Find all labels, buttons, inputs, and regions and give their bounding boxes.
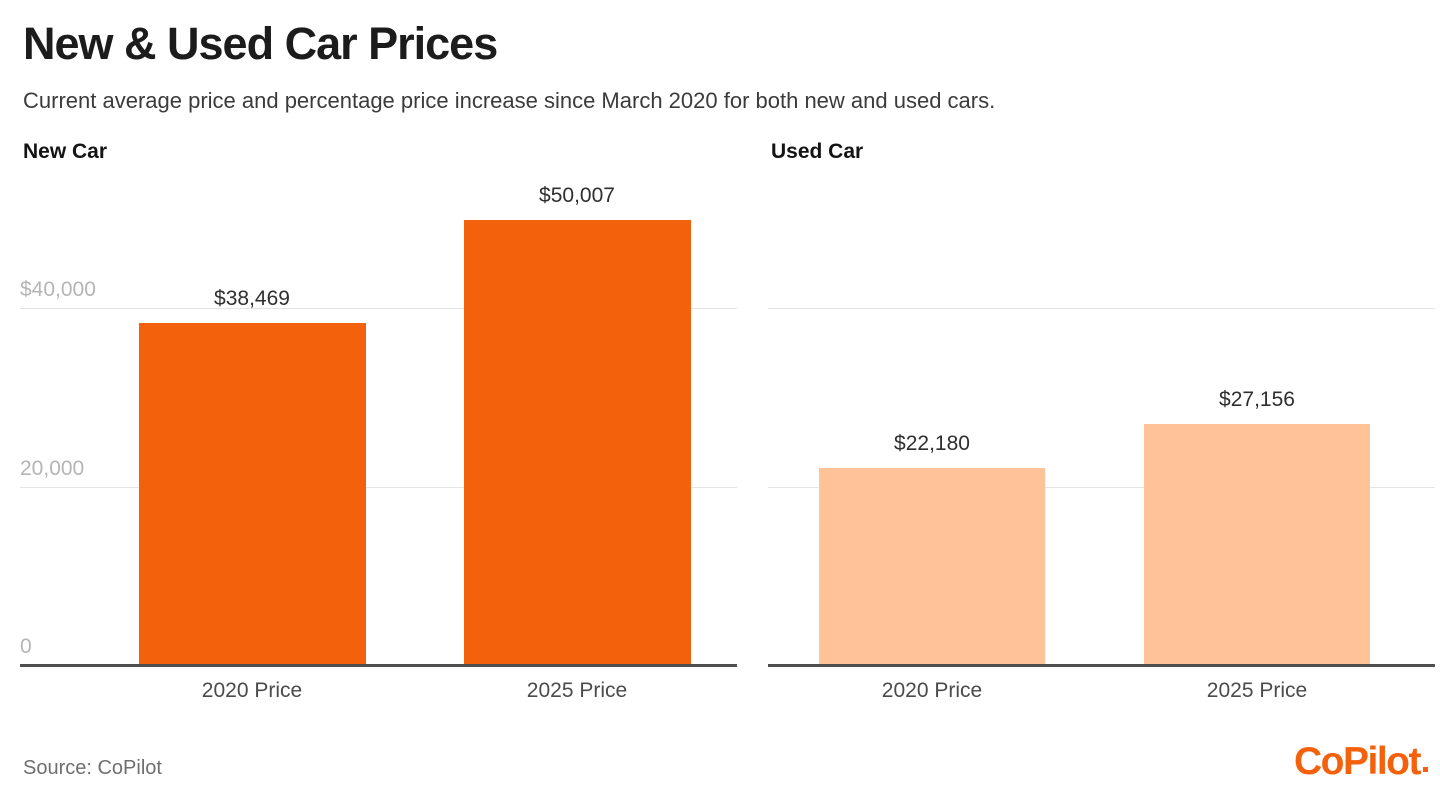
x-axis-line [768,664,1435,667]
gridline-40000 [20,308,737,310]
page-title: New & Used Car Prices [23,18,498,69]
bar-value-label-2020-price: $22,180 [894,432,970,456]
x-axis-label-2020-price: 2020 Price [201,679,303,702]
x-axis-label-2025-price: 2025 Price [1206,679,1308,702]
x-axis-label-2020-price: 2020 Price [881,679,983,702]
y-axis-tick-label: 0 [20,635,32,658]
y-axis-tick-label: 20,000 [20,456,85,480]
bar-2025-price [1144,423,1370,666]
used-car-plot-area: $22,180 $27,156 [768,170,1435,667]
trademark-dot-icon [1422,767,1428,772]
chart-title-used-car: Used Car [771,140,864,163]
copilot-logo-text: CoPilot [1294,740,1421,783]
x-axis-line [20,664,737,667]
source-note: Source: CoPilot [23,757,162,779]
x-axis-label-2025-price: 2025 Price [526,679,628,702]
bar-2020-price [138,322,366,666]
bar-value-label-2025-price: $50,007 [539,183,615,207]
bar-value-label-2025-price: $27,156 [1219,387,1295,411]
y-axis-tick-label: $40,000 [20,278,96,302]
bar-2025-price [463,219,691,666]
gridline-20000 [768,486,1435,488]
new-car-chart: New Car $40,000 20,000 0 $38,469 $50,007 202… [20,140,737,705]
used-car-x-axis-labels: 2020 Price 2025 Price [768,679,1435,705]
copilot-logo: CoPilot [1294,740,1428,784]
chart-title-new-car: New Car [23,140,108,163]
bar-2020-price [819,468,1045,666]
used-car-chart: Used Car $22,180 $27,156 2020 Price 2025 P… [768,140,1435,705]
page-subtitle: Current average price and percentage pri… [23,88,996,113]
new-car-x-axis-labels: 2020 Price 2025 Price [20,679,737,705]
gridline-40000 [768,308,1435,310]
gridline-20000 [20,486,737,488]
new-car-plot-area: $40,000 20,000 0 $38,469 $50,007 [20,170,737,667]
bar-value-label-2020-price: $38,469 [214,286,290,310]
